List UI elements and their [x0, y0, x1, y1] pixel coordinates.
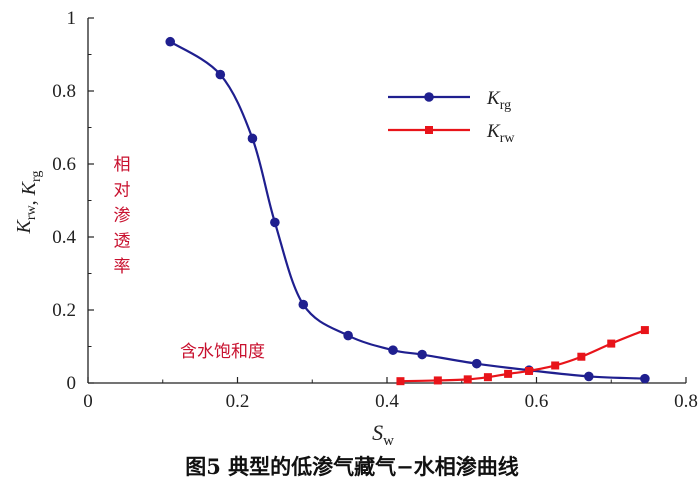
data-point-krw — [483, 373, 492, 382]
data-point-krg — [640, 373, 650, 384]
legend-label: Krg — [486, 88, 511, 113]
series-layer — [165, 36, 650, 386]
x-tick-label: 0.2 — [226, 391, 250, 412]
x-axis-title: Sw — [372, 420, 394, 449]
legend-marker — [424, 92, 434, 102]
y-annotation-cn: 相对渗透率 — [114, 155, 131, 277]
data-point-krg — [298, 299, 309, 310]
y-axis-title: Krw, Krg — [13, 171, 44, 235]
data-point-krg — [471, 358, 482, 369]
y-tick-label: 0 — [67, 373, 77, 394]
data-point-krw — [525, 366, 534, 375]
data-point-krg — [417, 349, 427, 360]
legend-item-krw: Krw — [388, 121, 515, 146]
data-point-krw — [396, 377, 405, 386]
x-annotation-cn: 含水饱和度 — [180, 342, 265, 362]
series-krg — [165, 36, 650, 384]
data-point-krg — [247, 133, 258, 144]
data-point-krg — [165, 36, 176, 47]
data-point-krw — [577, 352, 586, 361]
axes — [87, 18, 686, 384]
y-tick-label: 0.6 — [52, 154, 76, 175]
x-tick-label: 0.4 — [375, 391, 399, 412]
series-line-krg — [169, 40, 645, 380]
y-tick-label: 1 — [67, 8, 77, 29]
data-point-krg — [215, 69, 226, 80]
data-point-krg — [270, 217, 280, 228]
series-krw — [396, 326, 649, 386]
tick-labels: 0 0.2 0.4 0.6 0.8 0 0.2 0.4 0.6 0.8 1 — [52, 8, 698, 412]
data-point-krg — [584, 371, 594, 382]
x-tick-label: 0.8 — [674, 391, 698, 412]
legend-item-krg: Krg — [388, 88, 511, 113]
legend: Krg Krw — [388, 88, 515, 146]
data-point-krw — [551, 361, 560, 370]
data-point-krw — [640, 326, 649, 335]
x-tick-label: 0 — [83, 391, 93, 412]
data-point-krw — [504, 369, 513, 378]
figure-caption: 图5 典型的低渗气藏气−水相渗曲线 — [185, 454, 519, 479]
data-point-krg — [388, 345, 398, 355]
tick-marks — [87, 17, 687, 384]
series-line-krw — [400, 329, 646, 383]
y-tick-label: 0.4 — [52, 227, 76, 248]
x-tick-label: 0.6 — [525, 391, 549, 412]
legend-label: Krw — [486, 121, 515, 146]
data-point-krw — [463, 375, 472, 384]
y-tick-label: 0.2 — [52, 300, 76, 321]
legend-marker — [425, 126, 433, 134]
data-point-krg — [343, 330, 353, 341]
data-point-krw — [607, 339, 616, 348]
data-point-krw — [433, 376, 442, 385]
y-tick-label: 0.8 — [52, 81, 76, 102]
